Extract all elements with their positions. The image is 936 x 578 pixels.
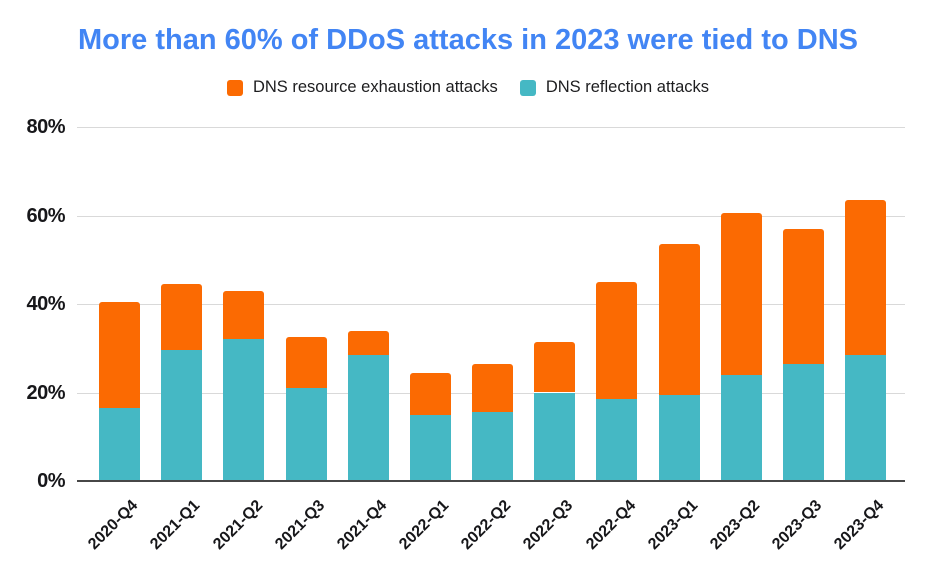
bar-segment-reflection-2022-Q4 — [596, 399, 638, 481]
x-axis-label-2020-Q4: 2020-Q4 — [85, 497, 142, 554]
x-axis-baseline — [77, 480, 905, 482]
bar-segment-reflection-2023-Q4 — [845, 354, 887, 481]
bar-segment-exhaustion-2021-Q4 — [347, 330, 389, 355]
gridline-40% — [77, 304, 905, 305]
x-axis-label-2023-Q2: 2023-Q2 — [707, 497, 764, 554]
bar-segment-exhaustion-2021-Q1 — [161, 284, 203, 351]
bar-segment-exhaustion-2023-Q4 — [845, 200, 887, 355]
legend-swatch-teal-icon — [519, 79, 536, 96]
gridline-80% — [77, 127, 905, 128]
y-axis-label-0%: 0% — [37, 470, 65, 492]
legend-item-reflection: DNS reflection attacks — [519, 78, 710, 97]
x-axis-label-2022-Q1: 2022-Q1 — [396, 497, 453, 554]
legend-item-exhaustion: DNS resource exhaustion attacks — [226, 78, 498, 97]
bar-segment-exhaustion-2022-Q2 — [472, 363, 514, 413]
bar-segment-reflection-2021-Q3 — [285, 388, 327, 481]
x-axis-label-2022-Q3: 2022-Q3 — [520, 497, 577, 554]
y-axis-label-40%: 40% — [26, 293, 65, 315]
y-axis-label-20%: 20% — [26, 381, 65, 404]
x-axis-label-2021-Q1: 2021-Q1 — [147, 497, 204, 554]
bar-segment-exhaustion-2023-Q2 — [720, 213, 762, 375]
bar-segment-reflection-2021-Q2 — [223, 339, 265, 481]
x-axis-label-2022-Q2: 2022-Q2 — [458, 497, 515, 554]
y-axis-label-80%: 80% — [26, 116, 65, 138]
x-axis-label-2021-Q2: 2021-Q2 — [209, 497, 266, 554]
bar-segment-exhaustion-2021-Q3 — [285, 337, 327, 389]
bar-segment-reflection-2021-Q4 — [347, 354, 389, 481]
bar-segment-exhaustion-2022-Q3 — [534, 341, 576, 393]
bar-segment-reflection-2023-Q3 — [782, 363, 824, 481]
bar-segment-exhaustion-2022-Q1 — [409, 372, 451, 415]
bar-segment-exhaustion-2023-Q3 — [782, 228, 824, 364]
x-axis-label-2023-Q4: 2023-Q4 — [831, 497, 888, 554]
legend: DNS resource exhaustion attacks DNS refl… — [0, 78, 936, 97]
bar-segment-reflection-2023-Q1 — [658, 394, 700, 481]
bar-segment-reflection-2022-Q3 — [534, 392, 576, 481]
bar-segment-exhaustion-2021-Q2 — [223, 290, 265, 340]
legend-swatch-orange-icon — [226, 79, 243, 96]
bar-segment-reflection-2022-Q2 — [472, 412, 514, 481]
legend-label-reflection: DNS reflection attacks — [545, 78, 710, 96]
bar-segment-exhaustion-2020-Q4 — [99, 301, 140, 408]
bar-segment-exhaustion-2022-Q4 — [596, 281, 638, 400]
bar-segment-reflection-2023-Q2 — [720, 374, 762, 481]
legend-label-exhaustion: DNS resource exhaustion attacks — [252, 78, 498, 96]
x-axis-label-2023-Q3: 2023-Q3 — [769, 497, 826, 554]
bar-segment-reflection-2021-Q1 — [161, 350, 203, 481]
y-axis-label-60%: 60% — [26, 204, 65, 227]
chart-title: More than 60% of DDoS attacks in 2023 we… — [78, 24, 858, 56]
x-axis-label-2021-Q3: 2021-Q3 — [271, 497, 329, 554]
bar-segment-reflection-2022-Q1 — [409, 414, 451, 481]
bar-segment-reflection-2020-Q4 — [99, 407, 140, 481]
gridline-60% — [77, 215, 905, 217]
bar-segment-exhaustion-2023-Q1 — [658, 244, 700, 395]
x-axis-label-2021-Q4: 2021-Q4 — [334, 497, 391, 554]
x-axis-label-2023-Q1: 2023-Q1 — [645, 497, 702, 554]
x-axis-label-2022-Q4: 2022-Q4 — [582, 497, 639, 554]
